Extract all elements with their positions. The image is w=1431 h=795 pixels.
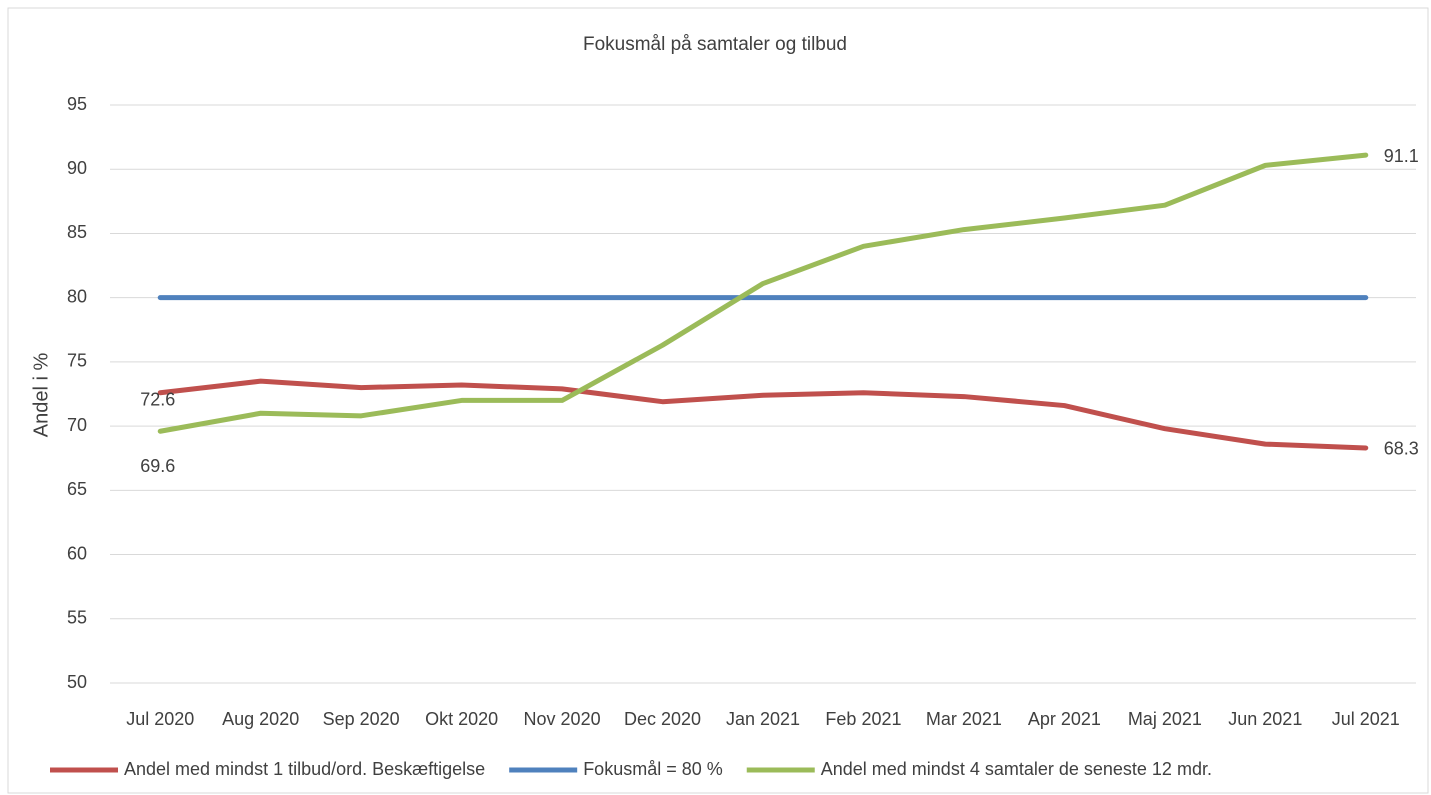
x-tick-label: Jun 2021 (1228, 709, 1302, 729)
x-tick-label: Nov 2020 (524, 709, 601, 729)
x-tick-label: Jul 2021 (1332, 709, 1400, 729)
series-line (157, 152, 1369, 434)
x-tick-label: Maj 2021 (1128, 709, 1202, 729)
y-tick-label: 70 (67, 415, 87, 435)
x-tick-label: Sep 2020 (323, 709, 400, 729)
data-label: 68.3 (1384, 439, 1419, 459)
series-line (157, 378, 1369, 451)
y-tick-label: 75 (67, 351, 87, 371)
data-label: 69.6 (140, 456, 175, 476)
y-tick-label: 50 (67, 672, 87, 692)
x-tick-label: Jul 2020 (126, 709, 194, 729)
x-tick-label: Apr 2021 (1028, 709, 1101, 729)
y-tick-label: 95 (67, 94, 87, 114)
y-axis-title: Andel i % (30, 353, 52, 438)
chart-title: Fokusmål på samtaler og tilbud (583, 34, 847, 55)
legend-label: Andel med mindst 4 samtaler de seneste 1… (821, 759, 1212, 779)
y-tick-label: 55 (67, 608, 87, 628)
x-tick-label: Aug 2020 (222, 709, 299, 729)
y-tick-label: 85 (67, 222, 87, 242)
y-tick-label: 60 (67, 543, 87, 563)
x-tick-label: Okt 2020 (425, 709, 498, 729)
y-tick-label: 80 (67, 286, 87, 306)
data-label: 91.1 (1384, 146, 1419, 166)
x-tick-label: Mar 2021 (926, 709, 1002, 729)
x-tick-label: Jan 2021 (726, 709, 800, 729)
data-label: 72.6 (140, 389, 175, 409)
x-tick-label: Dec 2020 (624, 709, 701, 729)
legend-label: Fokusmål = 80 % (583, 759, 723, 779)
y-tick-label: 90 (67, 158, 87, 178)
x-tick-label: Feb 2021 (825, 709, 901, 729)
y-tick-label: 65 (67, 479, 87, 499)
legend-label: Andel med mindst 1 tilbud/ord. Beskæftig… (124, 759, 485, 779)
